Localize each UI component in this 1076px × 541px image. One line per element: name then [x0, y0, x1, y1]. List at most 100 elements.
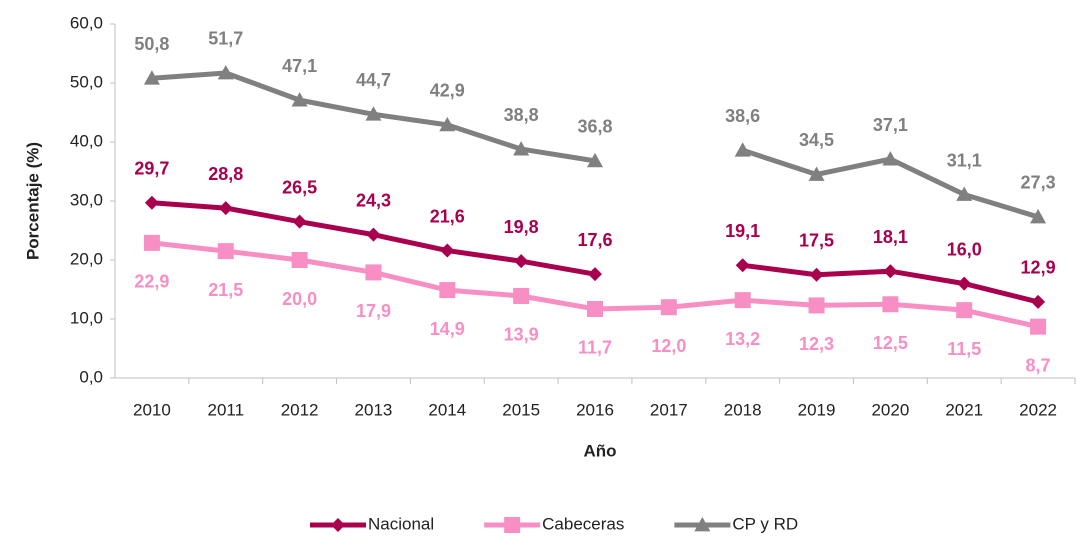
legend-label: Nacional — [368, 514, 434, 533]
marker — [439, 282, 456, 299]
x-tick-label: 2012 — [281, 400, 319, 419]
data-label: 47,1 — [282, 56, 317, 76]
data-label: 8,7 — [1026, 355, 1051, 375]
marker — [217, 243, 234, 260]
x-tick-label: 2020 — [871, 400, 909, 419]
data-label: 51,7 — [208, 29, 243, 49]
data-label: 19,8 — [504, 217, 539, 237]
marker — [734, 292, 751, 309]
y-tick-label: 0,0 — [79, 367, 103, 386]
data-label: 13,9 — [504, 325, 539, 345]
marker — [143, 234, 160, 251]
marker — [808, 166, 825, 181]
marker — [514, 254, 529, 269]
x-tick-label: 2013 — [355, 400, 393, 419]
legend-label: CP y RD — [732, 514, 798, 533]
marker — [365, 106, 382, 121]
data-label: 31,1 — [947, 150, 982, 170]
data-label: 19,1 — [725, 221, 760, 241]
marker — [587, 300, 603, 317]
marker — [734, 142, 751, 157]
legend-marker — [331, 518, 345, 532]
data-label: 44,7 — [356, 70, 391, 90]
legend-marker — [504, 517, 521, 533]
data-label: 37,1 — [873, 115, 908, 135]
data-label: 21,6 — [430, 206, 465, 226]
marker — [809, 267, 824, 282]
data-label: 38,8 — [504, 105, 539, 125]
data-label: 17,6 — [577, 230, 612, 250]
marker — [366, 227, 381, 242]
data-label: 26,5 — [282, 177, 317, 197]
marker — [292, 214, 307, 229]
x-tick-label: 2017 — [650, 400, 688, 419]
y-axis-title: Porcentaje (%) — [23, 142, 42, 260]
y-tick-label: 40,0 — [70, 131, 103, 150]
x-tick-label: 2018 — [724, 400, 762, 419]
y-tick-label: 50,0 — [70, 72, 103, 91]
marker — [218, 201, 233, 216]
y-tick-label: 30,0 — [70, 190, 103, 209]
data-label: 12,9 — [1021, 258, 1056, 278]
data-label: 21,5 — [208, 280, 243, 300]
data-label: 11,7 — [578, 338, 612, 358]
data-label: 12,5 — [873, 333, 908, 353]
x-tick-label: 2021 — [945, 400, 983, 419]
marker — [957, 276, 972, 291]
x-tick-label: 2022 — [1019, 400, 1057, 419]
marker — [1030, 208, 1047, 224]
data-label: 18,1 — [873, 227, 908, 247]
data-label: 50,8 — [134, 34, 169, 54]
marker — [513, 141, 530, 156]
marker — [956, 302, 973, 319]
y-tick-label: 10,0 — [70, 308, 103, 327]
data-label: 14,9 — [430, 319, 465, 339]
data-label: 24,3 — [356, 190, 391, 210]
x-tick-label: 2014 — [428, 400, 466, 419]
data-label: 17,5 — [799, 231, 834, 251]
marker — [217, 64, 234, 80]
data-label: 17,9 — [356, 301, 391, 321]
marker — [143, 70, 160, 85]
y-tick-label: 20,0 — [70, 249, 103, 268]
data-label: 12,3 — [799, 334, 834, 354]
marker — [882, 296, 899, 313]
marker — [439, 116, 456, 132]
marker — [883, 264, 898, 279]
data-label: 27,3 — [1021, 173, 1056, 193]
x-tick-label: 2010 — [133, 400, 171, 419]
data-label: 20,0 — [282, 289, 317, 309]
data-label: 28,8 — [208, 164, 243, 184]
x-tick-label: 2016 — [576, 400, 614, 419]
marker — [365, 264, 382, 281]
marker — [440, 243, 455, 258]
data-label: 34,5 — [799, 130, 834, 150]
series-line — [151, 200, 1039, 305]
data-label: 29,7 — [134, 159, 169, 179]
legend-label: Cabeceras — [542, 514, 624, 533]
marker — [882, 151, 899, 166]
marker — [660, 299, 677, 316]
marker — [735, 258, 750, 273]
marker — [956, 186, 973, 201]
marker — [587, 152, 603, 168]
x-tick-label: 2015 — [502, 400, 540, 419]
x-tick-label: 2011 — [207, 400, 244, 419]
legend-marker — [694, 517, 711, 532]
data-label: 11,5 — [947, 339, 981, 359]
y-tick-label: 60,0 — [70, 13, 103, 32]
data-label: 38,6 — [725, 106, 760, 126]
data-label: 36,8 — [577, 117, 612, 137]
marker — [513, 287, 530, 304]
marker — [1030, 318, 1047, 335]
x-tick-label: 2019 — [798, 400, 836, 419]
marker — [291, 252, 308, 268]
x-axis-title: Año — [583, 441, 616, 460]
marker — [1031, 294, 1046, 309]
data-label: 42,9 — [430, 81, 465, 101]
data-label: 22,9 — [134, 272, 169, 292]
data-label: 13,2 — [725, 329, 760, 349]
data-label: 16,0 — [947, 239, 982, 259]
data-label: 12,0 — [651, 336, 686, 356]
